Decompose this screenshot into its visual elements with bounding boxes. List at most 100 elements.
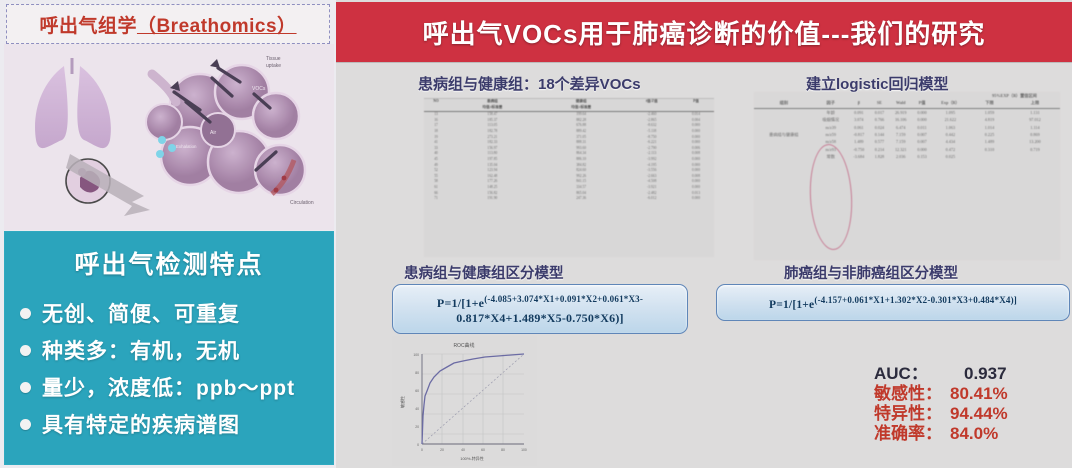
table-cell: 13.200	[1029, 139, 1041, 145]
page-title-cn: 呼出气组学	[39, 15, 137, 37]
table-cell: 0.000	[691, 162, 701, 167]
roc-ylabel: 敏感性	[399, 396, 405, 408]
table-cell	[1010, 153, 1060, 160]
table-cell: 135.04	[487, 162, 498, 167]
table-cell: 1.489	[984, 139, 995, 145]
table-cell: 185.37	[487, 117, 498, 122]
table-group-header-row: 95%EXP（B）置信区间	[754, 92, 1060, 99]
table-row: 58 177.26 841.15 -4.508 0.000	[424, 179, 714, 185]
table-cell: 889.42	[576, 128, 587, 133]
table-cell: 0.024	[874, 124, 885, 130]
metric-label: AUC：	[874, 364, 928, 383]
col-p: P值	[693, 99, 699, 103]
table-cell: 0.011	[917, 124, 927, 130]
metric-specificity: 特异性： 94.44%	[874, 404, 1008, 424]
formula-base: P=1/[1+e	[769, 298, 815, 311]
table-cell: 13	[434, 112, 438, 117]
table-cell: 273.21	[487, 134, 498, 139]
table-cell: 191.90	[487, 196, 498, 201]
table-cell: 0.013	[691, 190, 701, 195]
table-cell: 1.063	[945, 124, 956, 130]
table-cell: 16	[434, 117, 438, 122]
metric-label: 准确率：	[874, 424, 942, 443]
roc-title: ROC曲线	[453, 342, 474, 349]
table-cell: -2.663	[647, 173, 657, 178]
table-cell: -0.817	[853, 132, 865, 138]
table-cell: 40	[434, 151, 438, 156]
svg-text:Circulation: Circulation	[290, 200, 314, 206]
table-row: 患病组与健康组 年龄 0.091 0.017 26.919 0.000 1.095 1.059…	[754, 108, 1060, 137]
table-cell: 55	[434, 173, 438, 178]
roc-xlabel: 100%-特异性	[460, 455, 484, 461]
table-cell: -3.684	[853, 154, 865, 160]
table-row: 61 148.25 334.57 -3.921 0.000	[424, 185, 714, 191]
table-row: 19 273.21 371.05 -8.750 0.000	[424, 135, 714, 141]
table-cell: 1.131	[1030, 109, 1040, 115]
logistic-table-body: 患病组与健康组 年龄 0.091 0.017 26.919 0.000 1.095 1.059…	[754, 108, 1060, 160]
table-header-row: NO 患病组 健康组 t值/Z值 P值	[424, 99, 714, 105]
svg-text:20: 20	[440, 448, 444, 452]
table-cell: 6.474	[896, 124, 906, 130]
col-expb: Exp（B）	[941, 100, 960, 106]
table-cell: 0.017	[874, 109, 885, 115]
section-banner: 呼出气VOCs用于肺癌诊断的价值---我们的研究	[336, 2, 1072, 62]
table-cell: 0.091	[854, 109, 864, 115]
table-row: 41 182.33 888.31 -6.221 0.000	[424, 140, 714, 146]
table-cell: 113.80	[487, 151, 498, 156]
table-cell: m/z93	[825, 146, 836, 152]
heading-model-case-control: 患病组与健康组区分模型	[404, 266, 564, 282]
formula-line-2: 0.817*X4+1.489*X5-0.750*X6)]	[456, 311, 624, 325]
metrics-case-control: AUC： 0.937 敏感性： 80.41% 特异性： 94.44% 准确率： …	[874, 364, 1008, 444]
table-cell: 0.014	[691, 112, 701, 117]
formula-base: P=1/[1+e	[436, 296, 485, 310]
table-cell: 886.10	[576, 156, 587, 161]
voc-table-head: NO 患病组 健康组 t值/Z值 P值 均值±标准差 均值±标准差	[424, 99, 714, 113]
feature-text: 无创、简便、可重复	[42, 303, 240, 326]
feature-list: 无创、简便、可重复 种类多：有机，无机 量少，浓度低：ppb～ppt 具有特定的…	[4, 287, 334, 439]
table-subheader-row: 均值±标准差 均值±标准差	[424, 105, 714, 111]
svg-text:40: 40	[461, 448, 465, 452]
table-rule	[424, 110, 714, 113]
list-item: 量少，浓度低：ppb～ppt	[20, 372, 334, 402]
svg-text:uptake: uptake	[266, 63, 281, 69]
left-column: 呼出气组学（Breathomics）	[0, 0, 336, 468]
formula-box-case-control: P=1/[1+e(-4.085+3.074*X1+0.091*X2+0.061*…	[392, 284, 688, 334]
table-cell: 0.000	[691, 134, 701, 139]
table-cell: 1.489	[854, 139, 864, 145]
svg-text:80: 80	[501, 448, 505, 452]
formula-exponent: (-4.085+3.074*X1+0.091*X2+0.061*X3-	[484, 294, 644, 304]
table-cell: 0.000	[691, 184, 701, 189]
table-row: 13 158.47 199.64 -2.460 0.014	[424, 112, 714, 118]
table-cell: 61	[434, 184, 438, 189]
table-cell: -4.195	[647, 162, 657, 167]
table-cell: m/z59	[825, 132, 836, 138]
table-cell: 52	[434, 168, 438, 173]
metric-sensitivity: 敏感性： 80.41%	[874, 384, 1008, 404]
table-cell: 197.85	[487, 156, 498, 161]
metric-value: 80.41%	[950, 384, 1008, 403]
col-no: NO	[433, 99, 439, 103]
svg-text:60: 60	[415, 389, 419, 393]
table-cell: 1.828	[874, 154, 885, 160]
col-control: 健康组	[575, 99, 587, 103]
table-cell: 0.000	[691, 156, 701, 161]
table-cell: -0.750	[853, 146, 865, 152]
metric-label: 特异性：	[874, 404, 942, 423]
table-cell: 58	[434, 179, 438, 184]
breath-features-panel: 呼出气检测特点 无创、简便、可重复 种类多：有机，无机 量少，浓度低：ppb～p…	[4, 231, 334, 465]
feature-text: 种类多：有机，无机	[42, 340, 240, 363]
group-blank	[754, 92, 969, 99]
table-cell: 0.144	[874, 132, 885, 138]
table-cell: 888.31	[576, 140, 587, 145]
table-cell: 4.819	[984, 117, 995, 123]
table-cell: 1.114	[1030, 124, 1040, 130]
table-cell: 33	[434, 145, 438, 150]
table-cell: 0.000	[691, 168, 701, 173]
col-pvalue: P值	[918, 100, 926, 106]
page-title: 呼出气组学（Breathomics）	[39, 11, 296, 38]
table-cell: 247.36	[576, 196, 587, 201]
table-cell: -6.221	[647, 140, 657, 145]
table-row: 52 123.94 824.60 -3.556 0.000	[424, 168, 714, 174]
table-cell: -2.113	[647, 151, 657, 156]
